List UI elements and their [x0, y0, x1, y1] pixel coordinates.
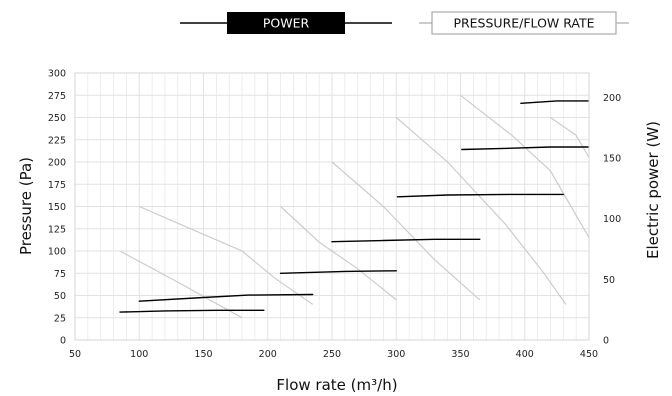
pressure-curves [119, 94, 590, 319]
power-curve [331, 238, 481, 243]
x-tick-label: 450 [580, 349, 598, 360]
y-right-axis-title: Electric power (W) [644, 121, 662, 259]
y-left-tick-label: 75 [54, 269, 66, 280]
y-left-tick-label: 125 [48, 224, 66, 235]
legend-power-box [227, 12, 345, 34]
y-right-tick-label: 100 [603, 214, 621, 225]
y-right-tick-label: 0 [603, 336, 609, 347]
x-tick-label: 50 [69, 349, 81, 360]
y-left-tick-label: 300 [48, 69, 66, 80]
pressure-curve [331, 161, 481, 301]
y-left-tick-label: 150 [48, 202, 66, 213]
power-curve [138, 293, 314, 302]
y-left-tick-label: 0 [60, 336, 66, 347]
y-left-tick-label: 275 [48, 91, 66, 102]
y-left-tick-labels: 0 25 50 75 100 125 150 175 200 225 250 275 300 [48, 69, 66, 347]
y-right-tick-labels: 0 50 100 150 200 [603, 93, 621, 347]
x-tick-label: 400 [516, 349, 534, 360]
y-left-tick-label: 200 [48, 158, 66, 169]
x-tick-label: 300 [387, 349, 405, 360]
x-tick-labels: 50 100 150 200 250 300 350 400 450 [69, 349, 598, 360]
x-tick-label: 100 [130, 349, 148, 360]
pressure-curve [460, 94, 590, 238]
x-tick-label: 200 [259, 349, 277, 360]
y-left-tick-label: 50 [54, 291, 66, 302]
y-left-tick-label: 175 [48, 180, 66, 191]
power-curve [119, 309, 265, 313]
power-curve [279, 270, 397, 274]
x-tick-label: 150 [194, 349, 212, 360]
pressure-curve [119, 250, 243, 319]
y-left-tick-label: 25 [54, 313, 66, 324]
legend: POWER PRESSURE/FLOW RATE [180, 11, 629, 35]
y-right-tick-label: 50 [603, 275, 615, 286]
y-right-tick-label: 150 [603, 153, 621, 164]
pressure-curve [280, 206, 397, 301]
y-right-tick-label: 200 [603, 93, 621, 104]
power-curves [119, 100, 590, 313]
y-left-tick-label: 100 [48, 247, 66, 258]
x-axis-title: Flow rate (m³/h) [276, 376, 397, 394]
x-tick-label: 350 [451, 349, 469, 360]
power-curve [396, 193, 564, 198]
legend-power-label: POWER [263, 16, 310, 31]
x-tick-label: 250 [323, 349, 341, 360]
legend-pressure-label: PRESSURE/FLOW RATE [453, 16, 594, 31]
power-curve [461, 146, 590, 151]
plot-frame [74, 72, 590, 341]
pressure-curve [139, 205, 314, 305]
y-left-axis-title: Pressure (Pa) [17, 157, 35, 255]
pressure-curve [395, 117, 567, 305]
y-left-tick-label: 225 [48, 135, 66, 146]
plot-border [74, 72, 590, 341]
power-curve [520, 100, 590, 105]
y-left-tick-label: 250 [48, 113, 66, 124]
pressure-curve [550, 117, 590, 158]
